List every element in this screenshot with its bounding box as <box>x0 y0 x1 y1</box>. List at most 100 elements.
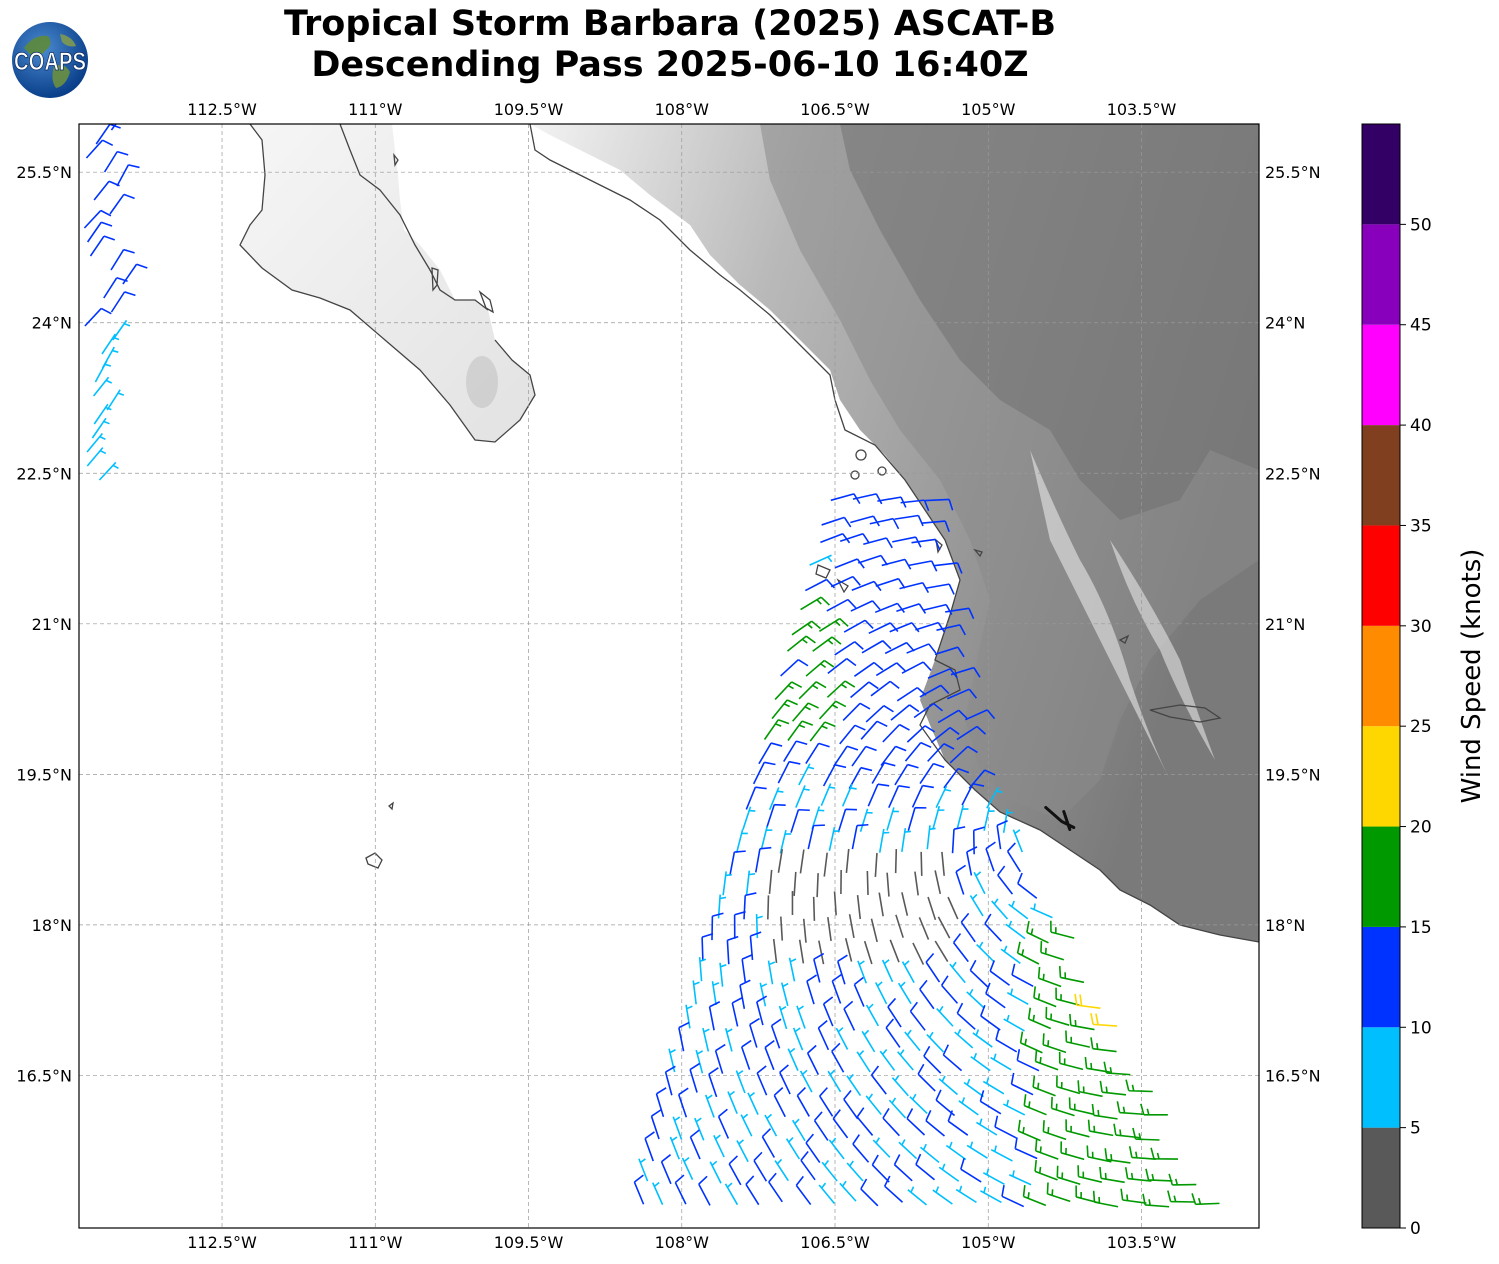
wind-barb <box>714 1043 726 1074</box>
wind-barb <box>894 763 919 786</box>
wind-barb <box>1104 1148 1131 1164</box>
map-frame <box>78 123 1260 1229</box>
wind-barb <box>1008 1170 1032 1186</box>
wind-barb <box>949 961 966 984</box>
lat-tick-label-left: 25.5°N <box>16 163 72 182</box>
wind-barb <box>1124 1167 1152 1182</box>
wind-barb <box>1050 1096 1075 1117</box>
wind-barb <box>1068 1097 1094 1115</box>
wind-barb <box>835 1027 849 1050</box>
wind-barb <box>973 871 986 895</box>
wind-barb <box>945 1141 967 1161</box>
tres-marias <box>815 564 849 594</box>
wind-barb <box>966 1141 988 1159</box>
wind-barb <box>805 1133 821 1164</box>
wind-barb <box>756 995 768 1026</box>
wind-barb <box>1056 1075 1081 1095</box>
lat-tick-label-right: 21°N <box>1265 615 1305 634</box>
wind-barb <box>677 1087 689 1118</box>
wind-barb <box>633 1174 645 1205</box>
wind-barb <box>1019 1031 1043 1054</box>
wind-barb <box>863 940 873 965</box>
wind-barb <box>917 1063 936 1092</box>
wind-barb <box>923 1045 942 1074</box>
wind-barb <box>692 980 700 1005</box>
wind-barbs <box>83 124 1220 1208</box>
wind-barb <box>1023 1094 1047 1116</box>
colorbar-bin <box>1362 425 1400 526</box>
wind-barb <box>861 1029 876 1053</box>
wind-barb <box>961 782 985 806</box>
wind-barb <box>934 870 942 895</box>
wind-barb <box>904 1029 921 1052</box>
wind-barb <box>717 1108 730 1139</box>
wind-barb <box>837 808 857 833</box>
wind-barb <box>728 1155 742 1186</box>
colorbar-tick-label: 0 <box>1410 1219 1421 1239</box>
wind-barb <box>778 1005 788 1030</box>
wind-barb <box>764 1113 778 1137</box>
lon-tick-label-bottom: 105°W <box>961 1233 1016 1252</box>
wind-barb <box>1058 1051 1084 1071</box>
wind-barb <box>954 1028 974 1049</box>
wind-barb <box>941 851 945 876</box>
wind-barb <box>906 643 937 654</box>
wind-barb <box>1022 1185 1047 1207</box>
wind-barb <box>745 870 756 895</box>
wind-barb <box>780 982 789 1007</box>
wind-barb <box>820 532 851 544</box>
wind-barb <box>1012 829 1024 853</box>
wind-barb <box>833 891 837 916</box>
wind-barb <box>806 974 817 1005</box>
wind-barb <box>915 1153 936 1181</box>
wind-barb <box>878 892 884 917</box>
wind-barb <box>86 433 106 453</box>
wind-barb <box>1032 1075 1056 1097</box>
wind-barb <box>832 1109 849 1139</box>
wind-barb <box>1120 1188 1147 1204</box>
wind-barb <box>985 841 996 872</box>
colorbar-bin <box>1362 1127 1400 1228</box>
wind-barb <box>1090 1037 1117 1053</box>
wind-barb <box>965 709 996 721</box>
wind-barb <box>871 1154 890 1183</box>
wind-barb <box>818 700 847 720</box>
mainland-coast <box>529 124 1259 943</box>
wind-barb <box>882 1107 900 1137</box>
wind-barb <box>1191 1193 1220 1206</box>
lat-tick-label-left: 24°N <box>32 314 72 333</box>
wind-barb <box>919 684 950 698</box>
wind-barb <box>850 600 881 612</box>
baja-highland <box>466 356 498 408</box>
wind-barb <box>947 896 959 920</box>
wind-barb <box>672 1116 683 1140</box>
wind-barb <box>819 1087 834 1117</box>
coaps-logo: COAPS <box>10 20 90 100</box>
wind-barb <box>853 661 884 677</box>
wind-barb <box>901 960 915 984</box>
wind-barb <box>942 1044 963 1072</box>
colorbar-tick-label: 40 <box>1410 416 1432 436</box>
wind-barb <box>726 935 739 965</box>
colorbar-tick-label: 25 <box>1410 717 1432 737</box>
wind-barb <box>885 1018 901 1048</box>
wind-barb <box>823 852 828 877</box>
wind-barb <box>1140 1103 1168 1116</box>
wind-barb <box>1116 1101 1144 1116</box>
wind-barb <box>833 745 859 767</box>
wind-barb <box>963 1078 984 1098</box>
wind-barb <box>848 914 855 939</box>
wind-barb <box>883 1175 904 1203</box>
wind-barb <box>793 871 797 896</box>
wind-barb <box>792 1027 804 1051</box>
wind-barb <box>822 764 847 787</box>
wind-barb <box>790 808 810 833</box>
wind-barb <box>851 823 869 850</box>
lon-tick-label-bottom: 111°W <box>348 1233 403 1252</box>
wind-barb <box>1002 1099 1026 1116</box>
wind-barb <box>756 1065 768 1096</box>
wind-barb <box>907 1186 928 1206</box>
colorbar-tick-label: 5 <box>1410 1119 1421 1139</box>
wind-barb <box>698 1175 711 1206</box>
wind-barb <box>1016 1049 1040 1072</box>
